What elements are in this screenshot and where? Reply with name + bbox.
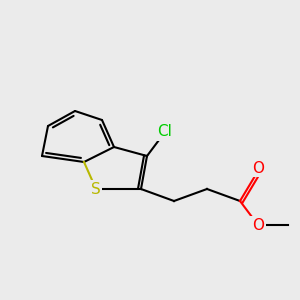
Text: Cl: Cl bbox=[158, 124, 172, 140]
Text: O: O bbox=[252, 160, 264, 175]
Text: O: O bbox=[252, 218, 264, 232]
Text: S: S bbox=[91, 182, 101, 196]
